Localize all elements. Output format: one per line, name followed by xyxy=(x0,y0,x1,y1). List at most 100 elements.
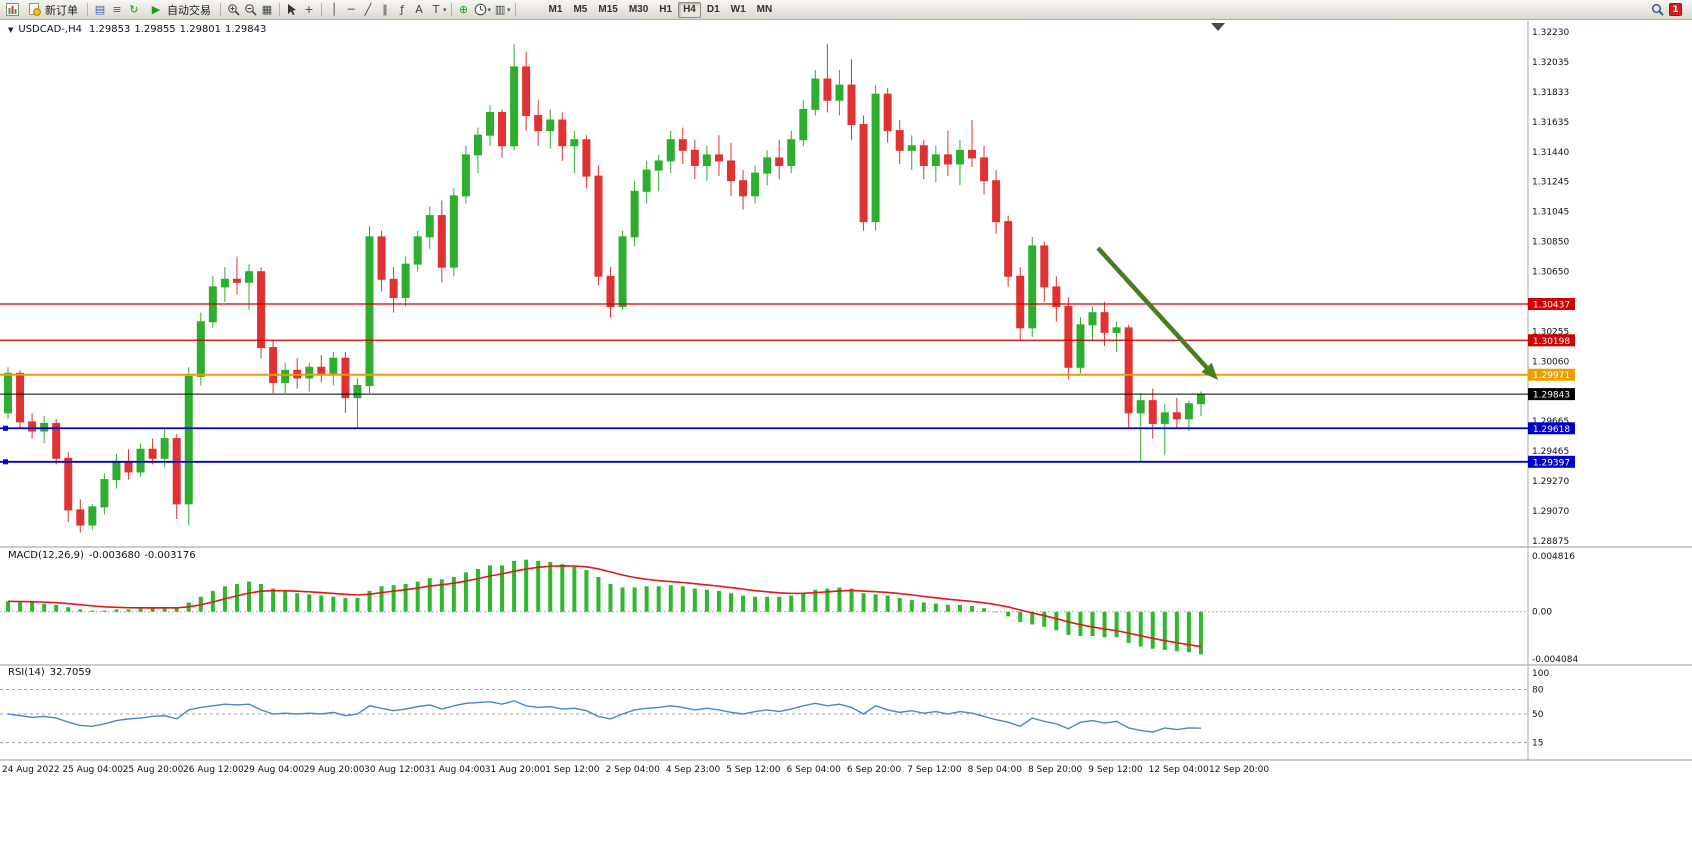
macd-bar xyxy=(909,600,914,612)
price-scale[interactable]: 1.32230 1.32035 1.31833 1.31635 1.31440 1.312… xyxy=(1532,28,1578,749)
macd-bar xyxy=(1198,611,1203,655)
fibonacci-icon[interactable]: ƒ xyxy=(400,2,404,16)
bear-candle xyxy=(678,139,687,151)
bull-candle xyxy=(88,506,97,526)
ohlc-low: 1.29801 xyxy=(179,24,222,35)
time-axis-label: 9 Sep 12:00 xyxy=(1088,765,1143,775)
notification-badge[interactable]: 1 xyxy=(1669,3,1682,16)
bear-candle xyxy=(943,154,952,165)
chart-window-icon[interactable] xyxy=(4,2,20,18)
template-dropdown-icon[interactable]: ▾ xyxy=(507,5,511,14)
svg-text:1.29618: 1.29618 xyxy=(1533,425,1570,435)
bear-candle xyxy=(1172,412,1181,420)
bull-candle xyxy=(811,78,820,110)
indicators-icon[interactable]: ⊕ xyxy=(458,2,469,16)
bull-candle xyxy=(1196,394,1205,405)
crosshair-icon[interactable]: + xyxy=(304,2,314,16)
cursor-icon[interactable] xyxy=(284,2,300,18)
price-axis-label: 1.29070 xyxy=(1532,507,1569,517)
bear-candle xyxy=(606,275,615,308)
macd-bar xyxy=(355,597,360,612)
text-tool-icon[interactable]: A xyxy=(415,2,423,16)
vertical-line-icon[interactable]: │ xyxy=(330,2,338,16)
search-icon[interactable] xyxy=(1649,2,1665,18)
trend-arrow[interactable] xyxy=(1096,246,1212,373)
bear-candle xyxy=(1052,286,1061,308)
tf-button-m15[interactable]: M15 xyxy=(593,2,622,18)
line-handle[interactable] xyxy=(3,425,8,431)
tf-button-h1[interactable]: H1 xyxy=(654,2,677,18)
tf-button-m1[interactable]: M1 xyxy=(544,2,568,18)
bull-candle xyxy=(630,190,639,238)
tile-windows-icon[interactable]: ▦ xyxy=(261,2,273,16)
macd-bar xyxy=(319,595,324,612)
time-axis-label: 12 Sep 20:00 xyxy=(1209,765,1269,775)
time-axis-label: 25 Aug 20:00 xyxy=(123,765,184,775)
horizontal-line-icon[interactable]: ─ xyxy=(347,2,355,16)
ohlc-high: 1.29855 xyxy=(134,24,176,35)
time-scale[interactable]: 24 Aug 2022 25 Aug 04:00 25 Aug 20:00 26 Au… xyxy=(2,765,1269,775)
periods-icon[interactable] xyxy=(473,2,489,18)
bull-candle xyxy=(305,366,314,379)
time-axis-label: 7 Sep 12:00 xyxy=(907,765,962,775)
macd-bar xyxy=(777,596,782,612)
price-axis-label: 1.29465 xyxy=(1532,447,1569,457)
macd-bar xyxy=(753,596,758,612)
macd-bar xyxy=(921,602,926,612)
macd-bar xyxy=(1138,611,1143,647)
template-icon[interactable]: ▥ xyxy=(494,2,506,16)
time-axis-label: 1 Sep 12:00 xyxy=(545,765,600,775)
macd-bar xyxy=(488,565,492,612)
macd-bar xyxy=(367,590,372,612)
auto-trading-button[interactable]: ▶ 自动交易 xyxy=(143,1,216,18)
tf-button-mn[interactable]: MN xyxy=(752,2,778,18)
bear-candle xyxy=(64,457,73,511)
label-tool-icon[interactable]: T xyxy=(432,2,440,16)
bear-candle xyxy=(76,509,85,526)
bear-candle xyxy=(992,180,1001,223)
bear-candle xyxy=(582,139,591,177)
bull-candle xyxy=(955,149,964,165)
price-axis-label: 1.32035 xyxy=(1532,58,1569,68)
zoom-out-icon[interactable] xyxy=(242,2,258,18)
bull-candle xyxy=(702,154,711,167)
chart-symbol: USDCAD-,H4 xyxy=(18,24,82,35)
bull-candle xyxy=(510,66,519,147)
refresh-icon[interactable]: ↻ xyxy=(129,2,139,16)
zoom-in-icon[interactable] xyxy=(225,2,241,18)
macd-bar xyxy=(897,597,902,612)
bull-candle xyxy=(486,111,494,136)
tf-button-m30[interactable]: M30 xyxy=(624,2,653,18)
macd-bar xyxy=(126,609,131,612)
line-handle[interactable] xyxy=(3,459,8,465)
tf-button-h4[interactable]: H4 xyxy=(678,1,701,18)
macd-bar xyxy=(813,589,818,612)
trend-arrow-head[interactable] xyxy=(1201,362,1218,380)
tf-button-d1[interactable]: D1 xyxy=(702,2,725,18)
bull-candle xyxy=(1112,327,1121,333)
bull-candle xyxy=(1184,403,1193,420)
macd-bar xyxy=(138,608,143,612)
chart-shift-marker[interactable] xyxy=(1211,23,1225,31)
bull-candle xyxy=(654,160,663,171)
macd-axis-label: 0.004816 xyxy=(1532,552,1575,562)
arrow-tools-dropdown-icon[interactable]: ▾ xyxy=(443,5,447,14)
bull-candle xyxy=(136,448,145,473)
macd-title: MACD(12,26,9) -0.003680 -0.003176 xyxy=(8,550,196,561)
market-watch-icon[interactable]: ≡ xyxy=(112,2,122,16)
periods-dropdown-icon[interactable]: ▾ xyxy=(487,5,492,14)
macd-bar xyxy=(512,560,517,612)
toolbar-separator xyxy=(279,3,280,16)
chart-profiles-icon[interactable]: ▤ xyxy=(94,2,106,16)
tf-button-w1[interactable]: W1 xyxy=(726,2,751,18)
price-tag-1.29618: 1.29618 xyxy=(1528,422,1575,435)
trendline-icon[interactable]: ╱ xyxy=(364,2,372,16)
macd-bar xyxy=(885,595,890,612)
new-order-button[interactable]: 新订单 xyxy=(21,1,83,18)
rsi-axis-label: 100 xyxy=(1532,669,1549,679)
time-axis-label: 8 Sep 20:00 xyxy=(1028,765,1083,775)
tf-button-m5[interactable]: M5 xyxy=(568,2,592,18)
channel-icon[interactable]: ∥ xyxy=(382,2,388,16)
